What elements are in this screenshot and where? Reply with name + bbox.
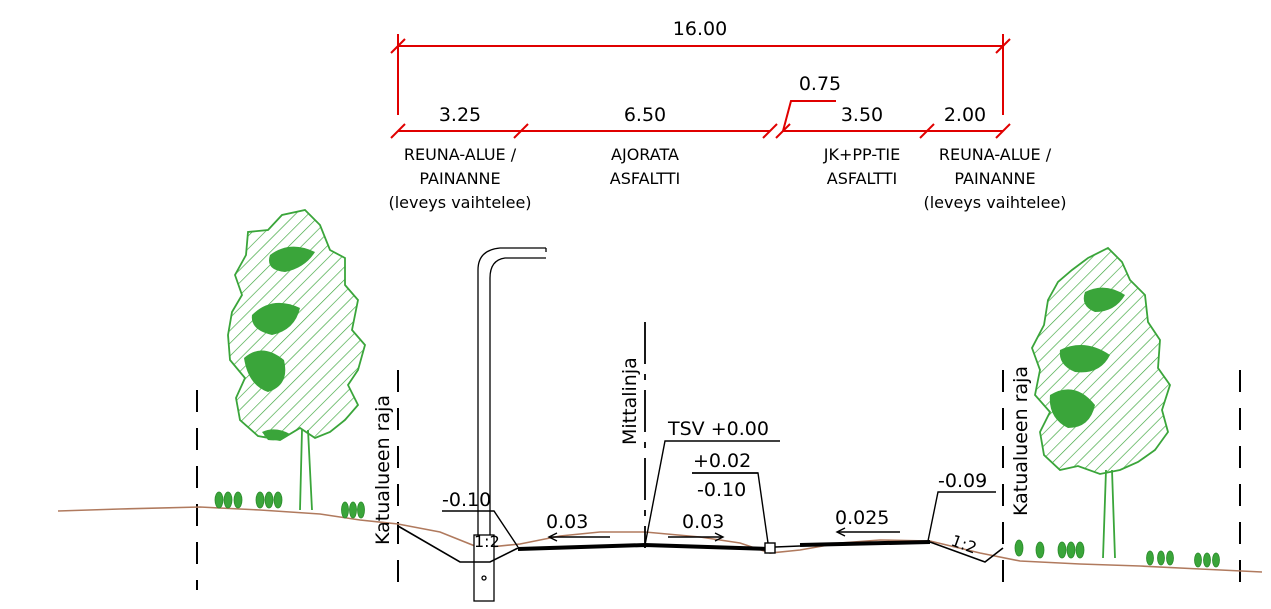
tsv-label: TSV +0.00 <box>667 418 769 440</box>
tree-right <box>1031 246 1171 559</box>
left-ditch-depth-label: -0.10 <box>442 489 491 511</box>
dim-segment-3: 3.50 <box>841 104 883 126</box>
boundary-dashed-lines <box>196 370 1241 590</box>
zone-cycle-path-line-2: ASFALTTI <box>827 169 897 188</box>
zone-carriageway-line-1: AJORATA <box>611 145 679 164</box>
right-lane-slope-label: 0.03 <box>682 511 724 533</box>
dim-segment-4: 2.00 <box>944 104 986 126</box>
centerline-label: Mittalinja <box>619 357 641 445</box>
zone-carriageway-line-2: ASFALTTI <box>610 169 680 188</box>
right-ditch-depth-label: -0.09 <box>938 470 987 492</box>
dimension-labels: 16.00 0.75 3.25 6.50 3.50 2.00 <box>439 18 986 126</box>
dim-total: 16.00 <box>673 18 727 40</box>
tree-left <box>227 209 366 511</box>
dim-segment-1: 3.25 <box>439 104 481 126</box>
right-slope-label: 1:2 <box>949 531 980 558</box>
zone-left-edge-line-2: PAINANNE <box>419 169 500 188</box>
zone-right-edge-line-1: REUNA-ALUE / <box>939 145 1052 164</box>
section-labels: Katualueen raja Katualueen raja Mittalin… <box>372 357 1032 557</box>
left-slope-label: 1:2 <box>474 532 500 551</box>
left-lane-slope-label: 0.03 <box>546 511 588 533</box>
tolerance-plus-label: +0.02 <box>693 450 751 472</box>
dimension-lines <box>390 34 1011 139</box>
street-light <box>473 247 547 602</box>
zone-left-edge-line-3: (leveys vaihtelee) <box>388 193 531 212</box>
tolerance-minus-label: -0.10 <box>697 479 746 501</box>
zone-right-edge-line-3: (leveys vaihtelee) <box>923 193 1066 212</box>
zone-left-edge-line-1: REUNA-ALUE / <box>404 145 517 164</box>
ground-line <box>57 506 1263 573</box>
zone-labels: REUNA-ALUE / PAINANNE (leveys vaihtelee)… <box>388 145 1066 212</box>
dim-gap: 0.75 <box>799 73 841 95</box>
cycle-path-slope-label: 0.025 <box>835 507 889 529</box>
road-profile <box>397 322 1004 563</box>
boundary-right-label: Katualueen raja <box>1010 366 1032 516</box>
shrubs <box>214 491 1220 568</box>
zone-cycle-path-line-1: JK+PP-TIE <box>823 145 900 164</box>
dim-segment-2: 6.50 <box>624 104 666 126</box>
zone-right-edge-line-2: PAINANNE <box>954 169 1035 188</box>
boundary-left-label: Katualueen raja <box>372 395 394 545</box>
